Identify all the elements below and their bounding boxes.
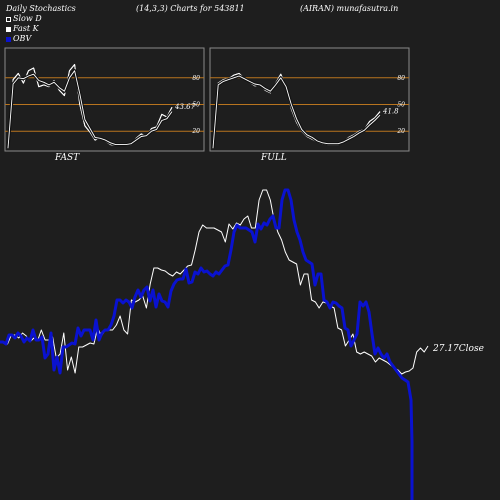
price-close-line (0, 189, 429, 375)
full-tick-label-80: 80 (397, 75, 405, 82)
fast-tick-label-50: 50 (192, 102, 200, 109)
legend-swatch-slow-d (6, 16, 11, 22)
chart-heading-center: (14,3,3) Charts for 543811 (136, 4, 245, 13)
full-end-value-label: 41.8 (382, 108, 399, 116)
fast-end-value-label: 43.67 (174, 103, 196, 111)
full-tick-label-20: 20 (396, 128, 405, 135)
full-panel-title: FULL (261, 153, 287, 163)
legend-item-fast-k: Fast K (6, 24, 39, 33)
fast-panel-title: FAST (55, 153, 80, 163)
fast-tick-label-20: 20 (191, 128, 200, 135)
fast-series-slow-d (7, 70, 173, 149)
legend-item-obv: OBV (6, 34, 31, 43)
close-end-label: 27.17Close (432, 344, 484, 354)
legend-swatch-fast-k (6, 26, 11, 32)
legend-label-obv: OBV (13, 34, 32, 43)
fast-panel-frame (4, 47, 205, 152)
legend-label-slow-d: Slow D (13, 14, 42, 23)
obv-line (0, 188, 414, 500)
chart-heading-right: (AIRAN) munafasutra.in (300, 4, 399, 13)
full-series-slow-d (212, 75, 381, 149)
legend-item-slow-d: Slow D (6, 14, 42, 23)
fast-tick-label-80: 80 (192, 75, 200, 82)
legend-swatch-obv (6, 36, 11, 42)
chart-heading-left: Daily Stochastics (6, 4, 76, 13)
legend-label-fast-k: Fast K (13, 24, 39, 33)
full-panel-frame (209, 47, 410, 152)
full-tick-label-50: 50 (397, 102, 405, 109)
